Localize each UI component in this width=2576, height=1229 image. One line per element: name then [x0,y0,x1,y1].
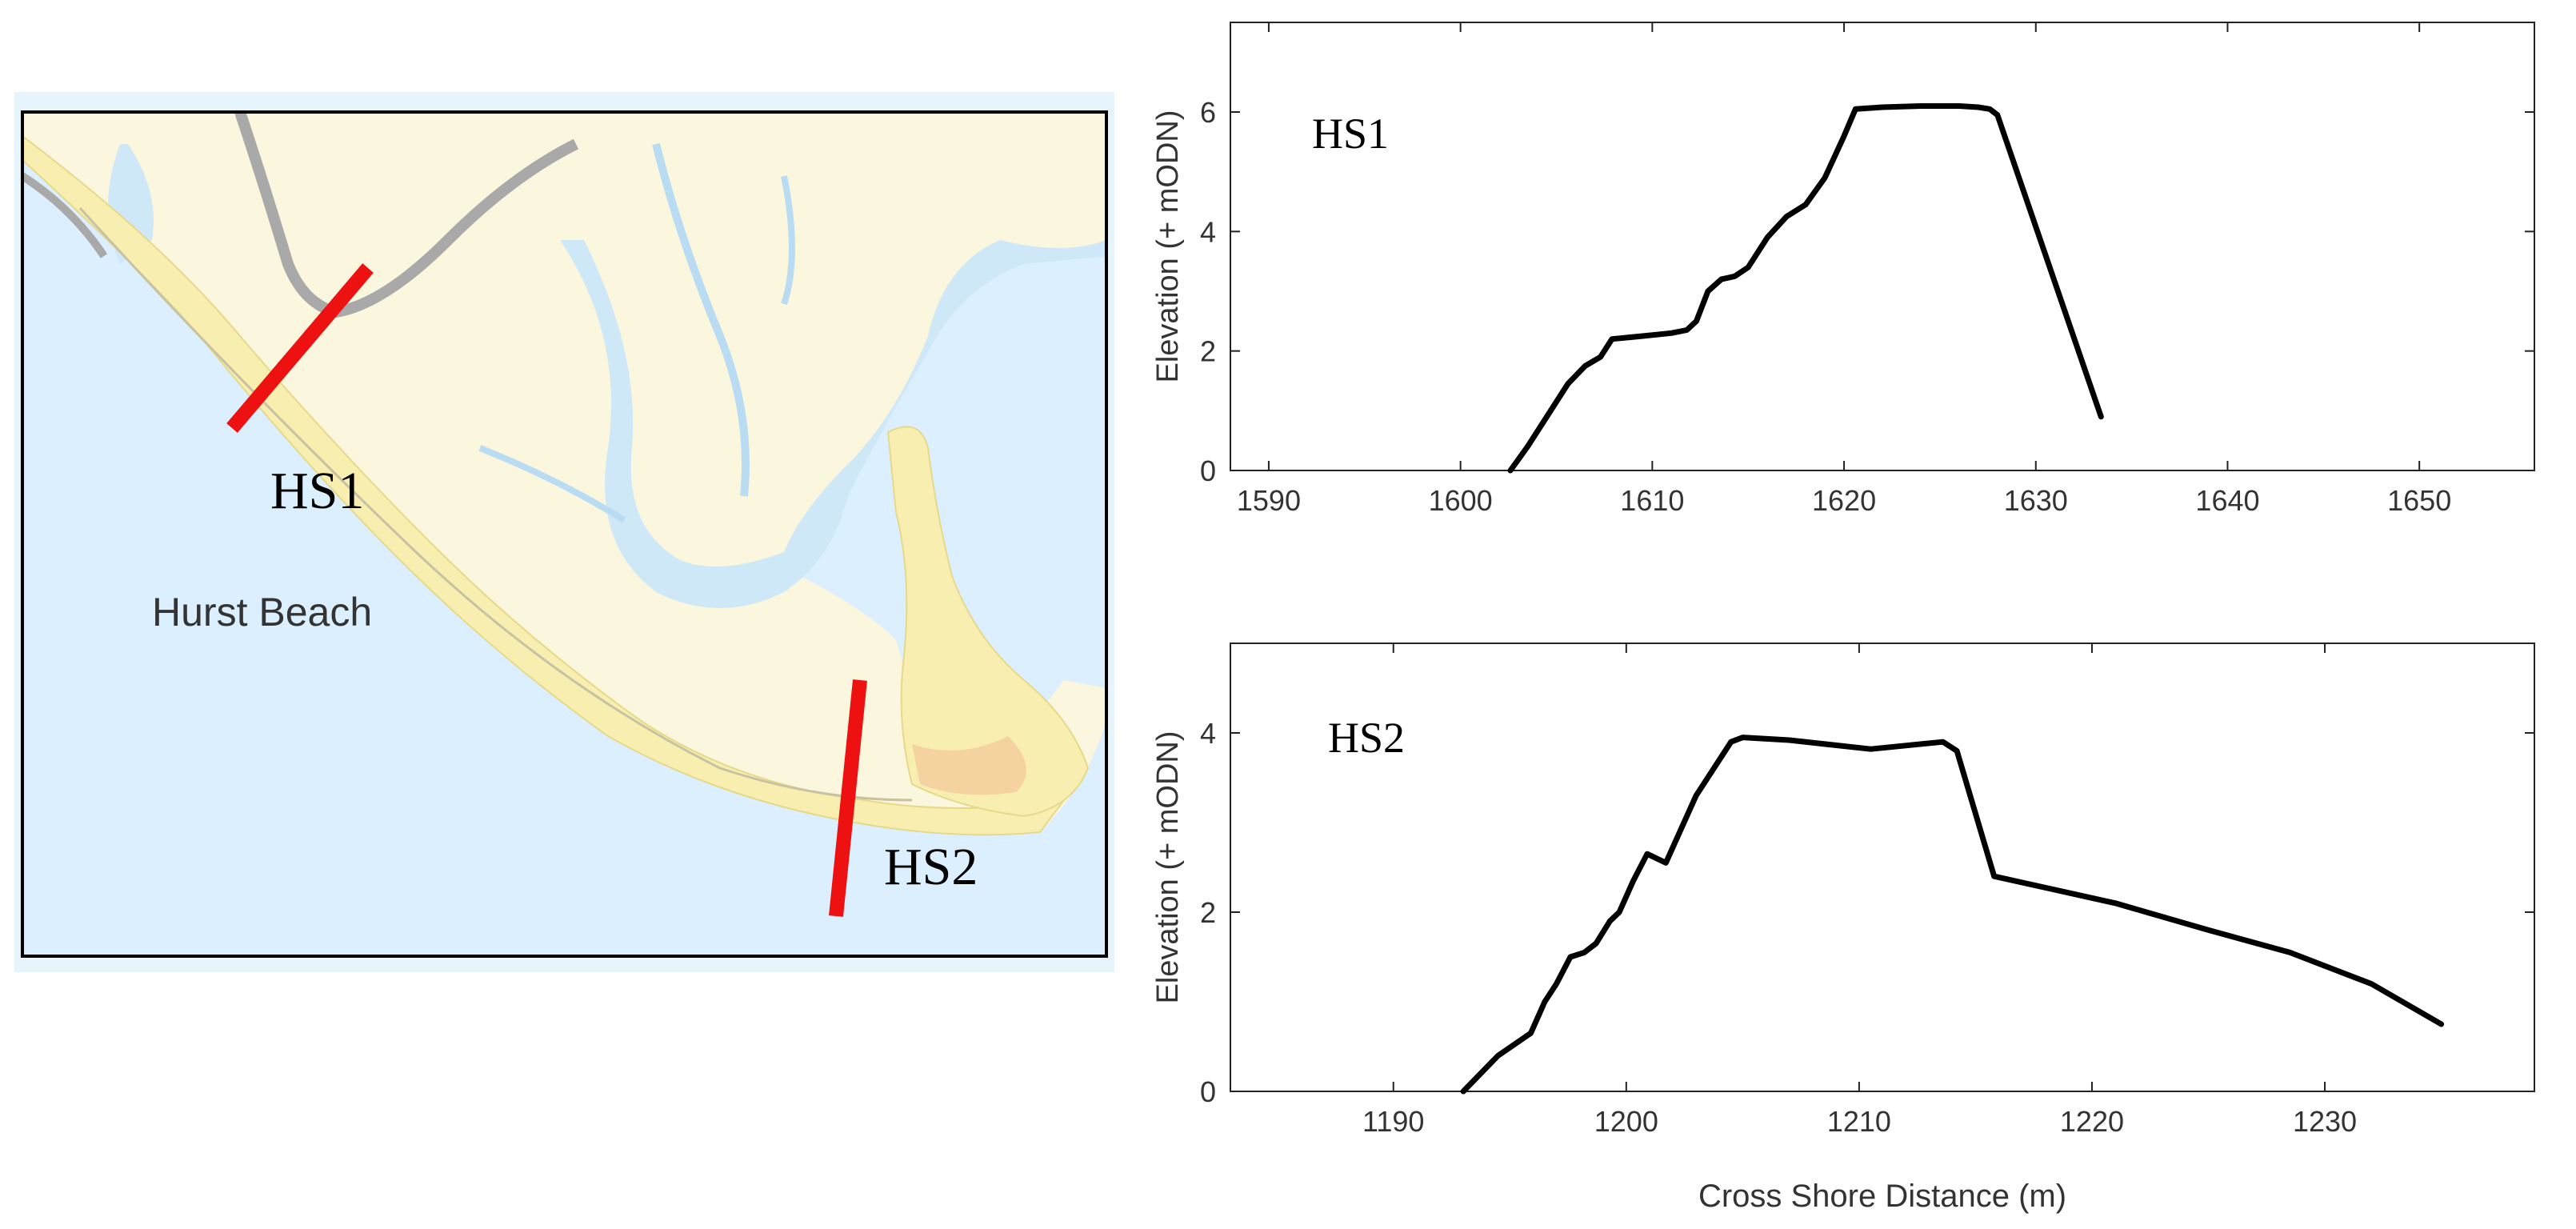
chart-hs2-svg: 1190 1200 1210 1220 1230 0 2 4 Elevation (+ mODN… [1151,643,2535,1214]
x-tick-label: 1210 [1827,1105,1891,1138]
x-axis-label: Cross Shore Distance (m) [1698,1179,2066,1214]
profile-line [1460,735,2445,1095]
chart-hs1-svg: 1590 1600 1610 1620 1630 1640 1650 0 2 4 6 Elevatio… [1151,22,2535,517]
transect-hs1-label: HS1 [270,462,364,520]
plot-area [1230,643,2535,1092]
x-tick-label: 1610 [1620,484,1684,517]
x-tick-label: 1630 [2004,484,2068,517]
x-tick-label: 1640 [2195,484,2259,517]
y-tick-label: 4 [1200,215,1216,248]
map-panel: HS1 HS2 Hurst Beach [0,0,1120,1225]
panel-label: HS2 [1328,714,1405,762]
coastal-map: HS1 HS2 Hurst Beach [0,0,1120,984]
spit-headland [886,426,1090,818]
x-tick-label: 1200 [1594,1105,1658,1138]
x-tick-label: 1650 [2387,484,2451,517]
x-tick-label: 1600 [1429,484,1493,517]
profile-chart-hs2: 1190 1200 1210 1220 1230 0 2 4 Elevation (+ mODN… [1120,608,2576,1225]
y-axis-label: Elevation (+ mODN) [1151,731,1185,1003]
place-label: Hurst Beach [152,590,372,635]
x-tick-label: 1230 [2293,1105,2357,1138]
y-tick-label: 6 [1200,96,1216,129]
land-area [22,112,1106,835]
y-tick-label: 0 [1200,454,1216,487]
y-axis-label: Elevation (+ mODN) [1151,110,1185,382]
y-tick-label: 0 [1200,1075,1216,1108]
x-tick-label: 1620 [1812,484,1876,517]
y-tick-label: 2 [1200,335,1216,368]
road [234,110,579,318]
transect-hs2-label: HS2 [884,838,978,896]
y-tick-label: 4 [1200,717,1216,750]
x-tick-label: 1590 [1237,484,1301,517]
panel-label: HS1 [1312,110,1389,158]
transect-hs2-line [829,679,867,917]
profile-line [1507,103,2104,474]
map-frame [21,110,1108,958]
profile-chart-hs1: 1590 1600 1610 1620 1630 1640 1650 0 2 4 6 Elevatio… [1120,0,2576,544]
plot-area [1230,22,2535,471]
x-tick-label: 1190 [1362,1105,1424,1138]
y-tick-label: 2 [1200,896,1216,929]
transect-hs1-line [226,263,374,433]
estuary-water [560,240,1106,608]
x-tick-label: 1220 [2060,1105,2124,1138]
